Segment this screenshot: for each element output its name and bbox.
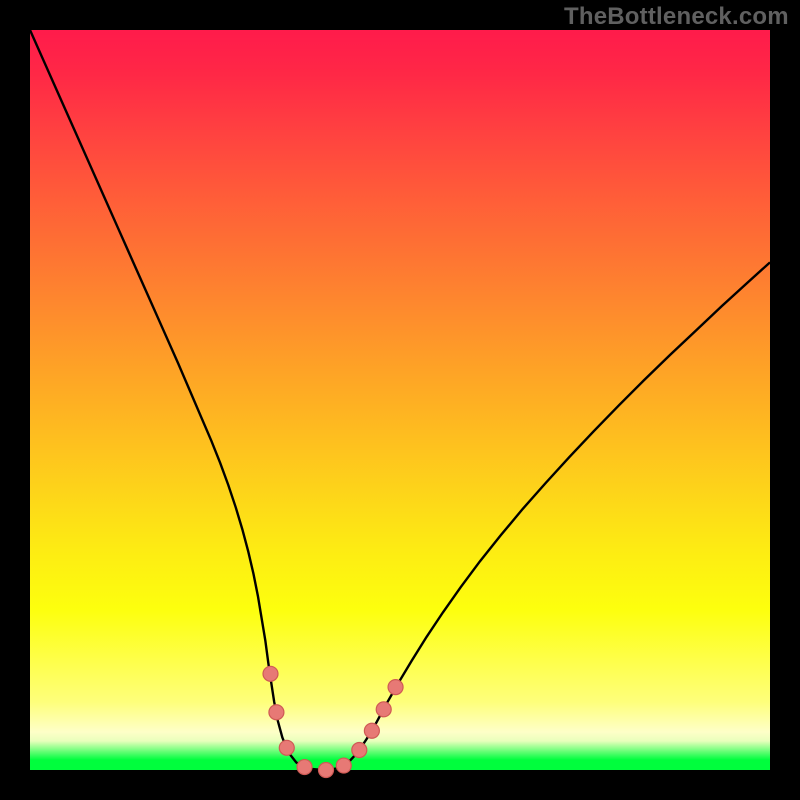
watermark-text: TheBottleneck.com [564, 3, 789, 31]
chart-container: TheBottleneck.com [0, 0, 800, 800]
plot-gradient-background [30, 30, 770, 770]
